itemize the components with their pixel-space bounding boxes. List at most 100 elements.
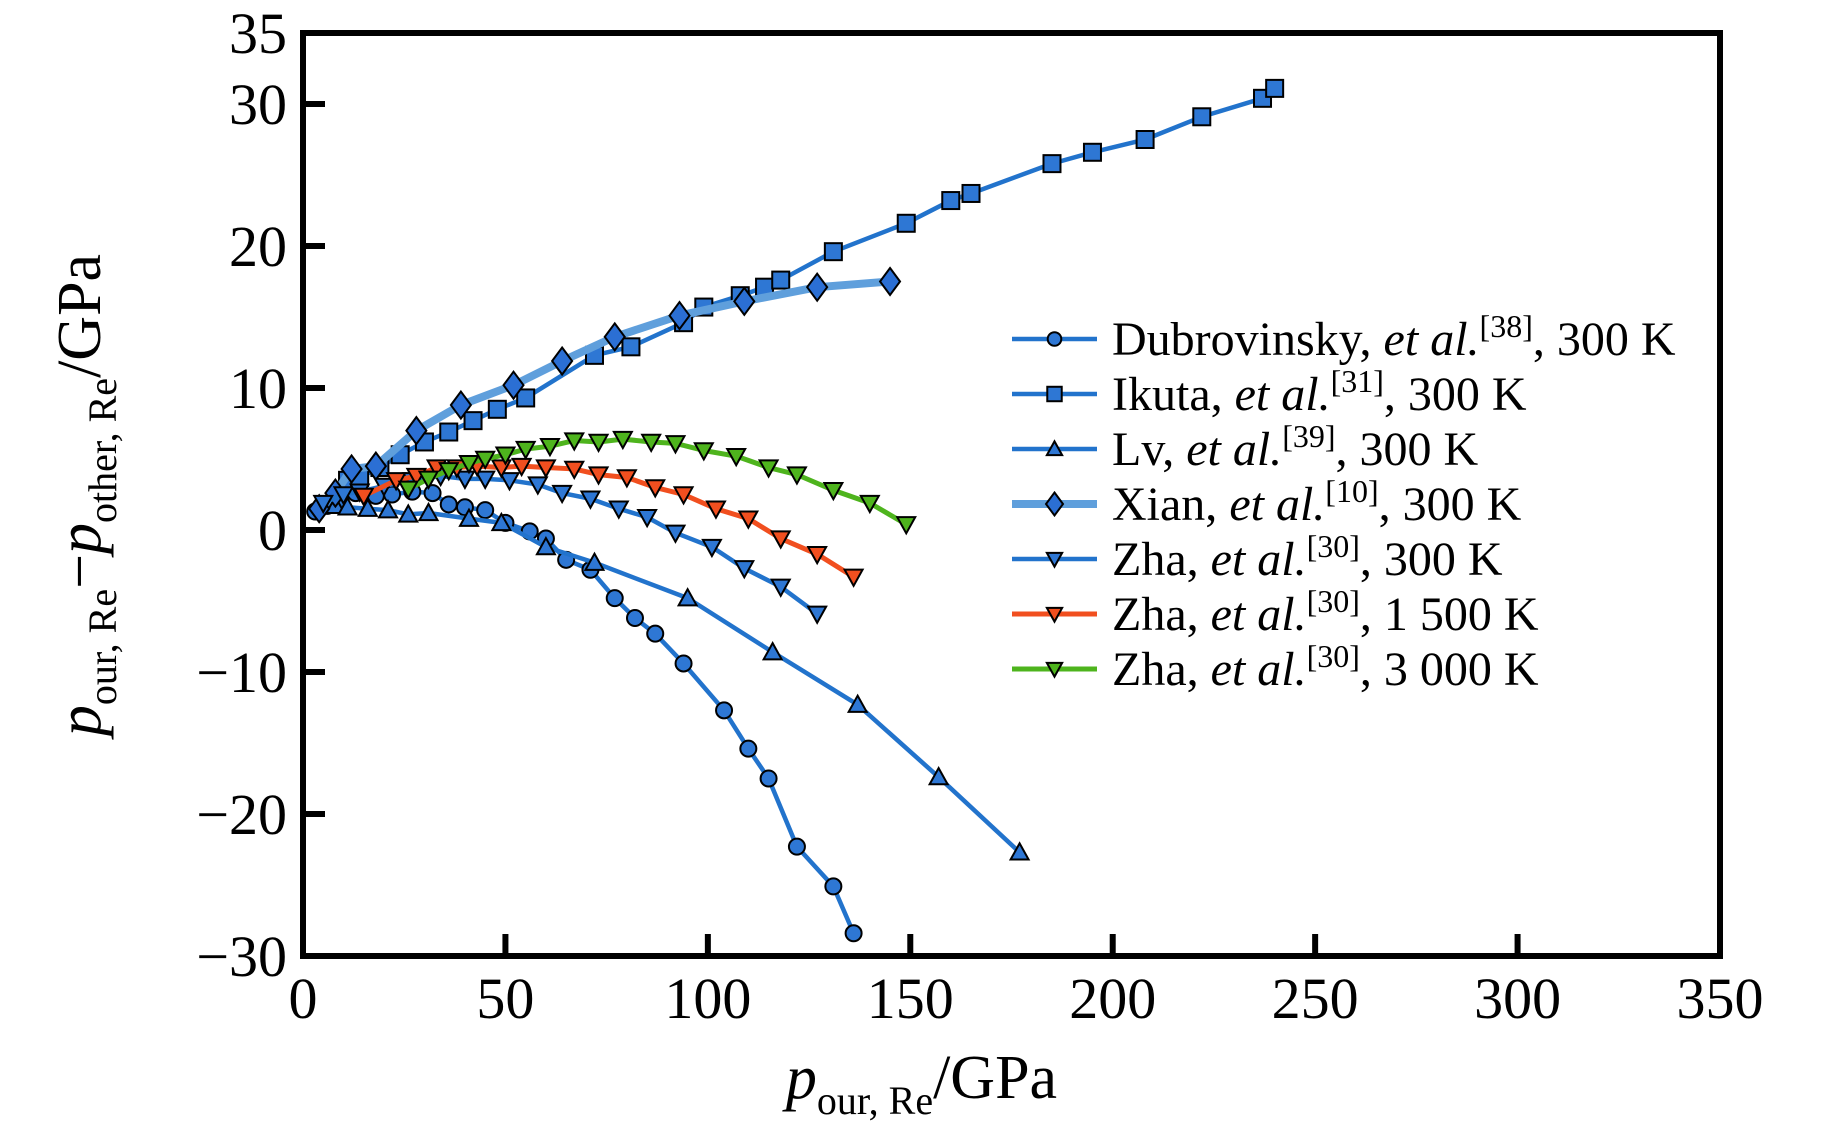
data-point-zha-300k	[551, 484, 573, 505]
x-tick-label-0: 0	[289, 966, 318, 1031]
data-point-zha-3000k	[822, 482, 845, 502]
y-tick-label-−20: −20	[196, 782, 287, 847]
data-point-ikuta-300k	[1082, 142, 1102, 162]
data-point-xian-300k	[733, 286, 756, 317]
legend-label-dubrovinsky-300k: Dubrovinsky, et al.[38], 300 K	[1112, 308, 1676, 366]
data-point-zha-300k	[474, 470, 496, 490]
data-point-zha-3000k	[587, 433, 610, 454]
data-point-xian-300k	[878, 266, 902, 297]
data-point-zha-300k	[454, 470, 476, 490]
data-point-xian-300k	[805, 271, 829, 303]
data-point-zha-3000k	[786, 466, 808, 486]
y-tick-label-10: 10	[229, 356, 287, 421]
data-point-ikuta-300k	[1192, 107, 1212, 127]
data-point-zha-3000k	[417, 470, 440, 490]
legend-marker-xian-300k	[1044, 490, 1065, 518]
data-point-lv-300k	[1008, 841, 1031, 861]
legend-label-xian-300k: Xian, et al.[10], 300 K	[1112, 473, 1522, 531]
data-point-ikuta-300k	[941, 191, 961, 211]
legend-entry-lv-300k: Lv, et al.[39], 300 K	[1012, 418, 1479, 476]
data-point-zha-1500k	[770, 530, 792, 550]
data-point-zha-300k	[527, 476, 549, 496]
data-point-lv-300k	[397, 503, 419, 523]
data-point-zha-1500k	[842, 568, 865, 588]
legend-label-ikuta-300k: Ikuta, et al.[31], 300 K	[1112, 363, 1527, 421]
data-point-zha-300k	[701, 538, 723, 559]
legend-entry-zha-1500k: Zha, et al.[30], 1 500 K	[1012, 583, 1539, 641]
data-point-zha-1500k	[510, 457, 533, 478]
legend-marker-zha-3000k	[1045, 661, 1064, 679]
data-point-ikuta-300k	[1135, 130, 1155, 149]
data-point-ikuta-300k	[1265, 78, 1285, 98]
data-point-zha-3000k	[859, 494, 881, 515]
y-tick-label-30: 30	[229, 72, 287, 137]
data-point-dubrovinsky-300k	[423, 484, 442, 503]
data-point-ikuta-300k	[463, 411, 483, 431]
data-point-zha-3000k	[397, 480, 419, 500]
data-point-dubrovinsky-300k	[824, 877, 843, 896]
legend-label-lv-300k: Lv, et al.[39], 300 K	[1112, 418, 1479, 476]
data-point-dubrovinsky-300k	[646, 624, 665, 643]
y-tick-label-0: 0	[258, 498, 287, 563]
legend-marker-zha-300k	[1045, 551, 1064, 569]
data-point-ikuta-300k	[896, 213, 916, 233]
data-point-dubrovinsky-300k	[739, 739, 758, 758]
series-xian-300k	[307, 266, 902, 524]
x-tick-label-200: 200	[1069, 966, 1156, 1031]
data-point-dubrovinsky-300k	[625, 609, 644, 628]
data-point-zha-300k	[608, 500, 630, 520]
legend-entry-xian-300k: Xian, et al.[10], 300 K	[1012, 473, 1522, 531]
legend-entry-ikuta-300k: Ikuta, et al.[31], 300 K	[1012, 363, 1527, 421]
data-point-zha-1500k	[806, 545, 828, 566]
data-point-zha-3000k	[514, 440, 537, 461]
data-point-xian-300k	[603, 321, 626, 353]
data-point-zha-1500k	[587, 466, 610, 486]
data-point-dubrovinsky-300k	[715, 701, 734, 720]
data-point-xian-300k	[405, 415, 428, 446]
data-point-dubrovinsky-300k	[844, 924, 863, 943]
y-tick-label-35: 35	[229, 1, 287, 66]
data-point-zha-300k	[806, 605, 828, 625]
y-tick-label-20: 20	[229, 214, 287, 279]
data-point-zha-300k	[664, 524, 687, 544]
data-point-zha-300k	[498, 472, 521, 492]
data-point-zha-3000k	[474, 450, 496, 471]
data-point-xian-300k	[449, 389, 473, 421]
data-point-zha-3000k	[664, 435, 687, 455]
data-point-zha-300k	[579, 490, 602, 510]
data-point-zha-3000k	[458, 455, 480, 475]
data-point-zha-300k	[733, 560, 755, 580]
data-point-zha-3000k	[612, 430, 634, 451]
data-point-lv-300k	[490, 511, 513, 532]
legend-label-zha-1500k: Zha, et al.[30], 1 500 K	[1112, 583, 1539, 641]
data-point-zha-1500k	[672, 486, 695, 506]
data-point-zha-3000k	[895, 516, 917, 536]
series-zha-3000k	[397, 430, 917, 536]
data-point-dubrovinsky-300k	[439, 495, 458, 514]
data-point-ikuta-300k	[439, 422, 459, 442]
data-point-ikuta-300k	[1042, 154, 1062, 174]
legend-label-zha-3000k: Zha, et al.[30], 3 000 K	[1112, 638, 1539, 696]
data-point-dubrovinsky-300k	[674, 654, 693, 673]
legend-entry-zha-300k: Zha, et al.[30], 300 K	[1012, 528, 1503, 586]
data-point-xian-300k	[502, 369, 525, 401]
data-point-lv-300k	[377, 499, 399, 519]
x-tick-label-300: 300	[1474, 966, 1561, 1031]
x-tick-label-150: 150	[867, 966, 954, 1031]
data-point-zha-1500k	[737, 510, 760, 530]
data-point-zha-3000k	[494, 446, 517, 466]
data-point-dubrovinsky-300k	[759, 769, 778, 788]
legend-entry-zha-3000k: Zha, et al.[30], 3 000 K	[1012, 638, 1539, 696]
data-point-lv-300k	[761, 641, 784, 661]
data-point-zha-1500k	[353, 487, 375, 507]
data-point-lv-300k	[846, 693, 869, 713]
data-point-xian-300k	[340, 453, 363, 485]
data-point-ikuta-300k	[516, 388, 536, 408]
data-point-zha-3000k	[725, 447, 747, 468]
x-tick-label-100: 100	[664, 966, 751, 1031]
data-point-dubrovinsky-300k	[476, 501, 495, 520]
data-point-zha-3000k	[757, 459, 780, 479]
data-point-dubrovinsky-300k	[605, 589, 624, 608]
legend-marker-ikuta-300k	[1046, 385, 1063, 403]
